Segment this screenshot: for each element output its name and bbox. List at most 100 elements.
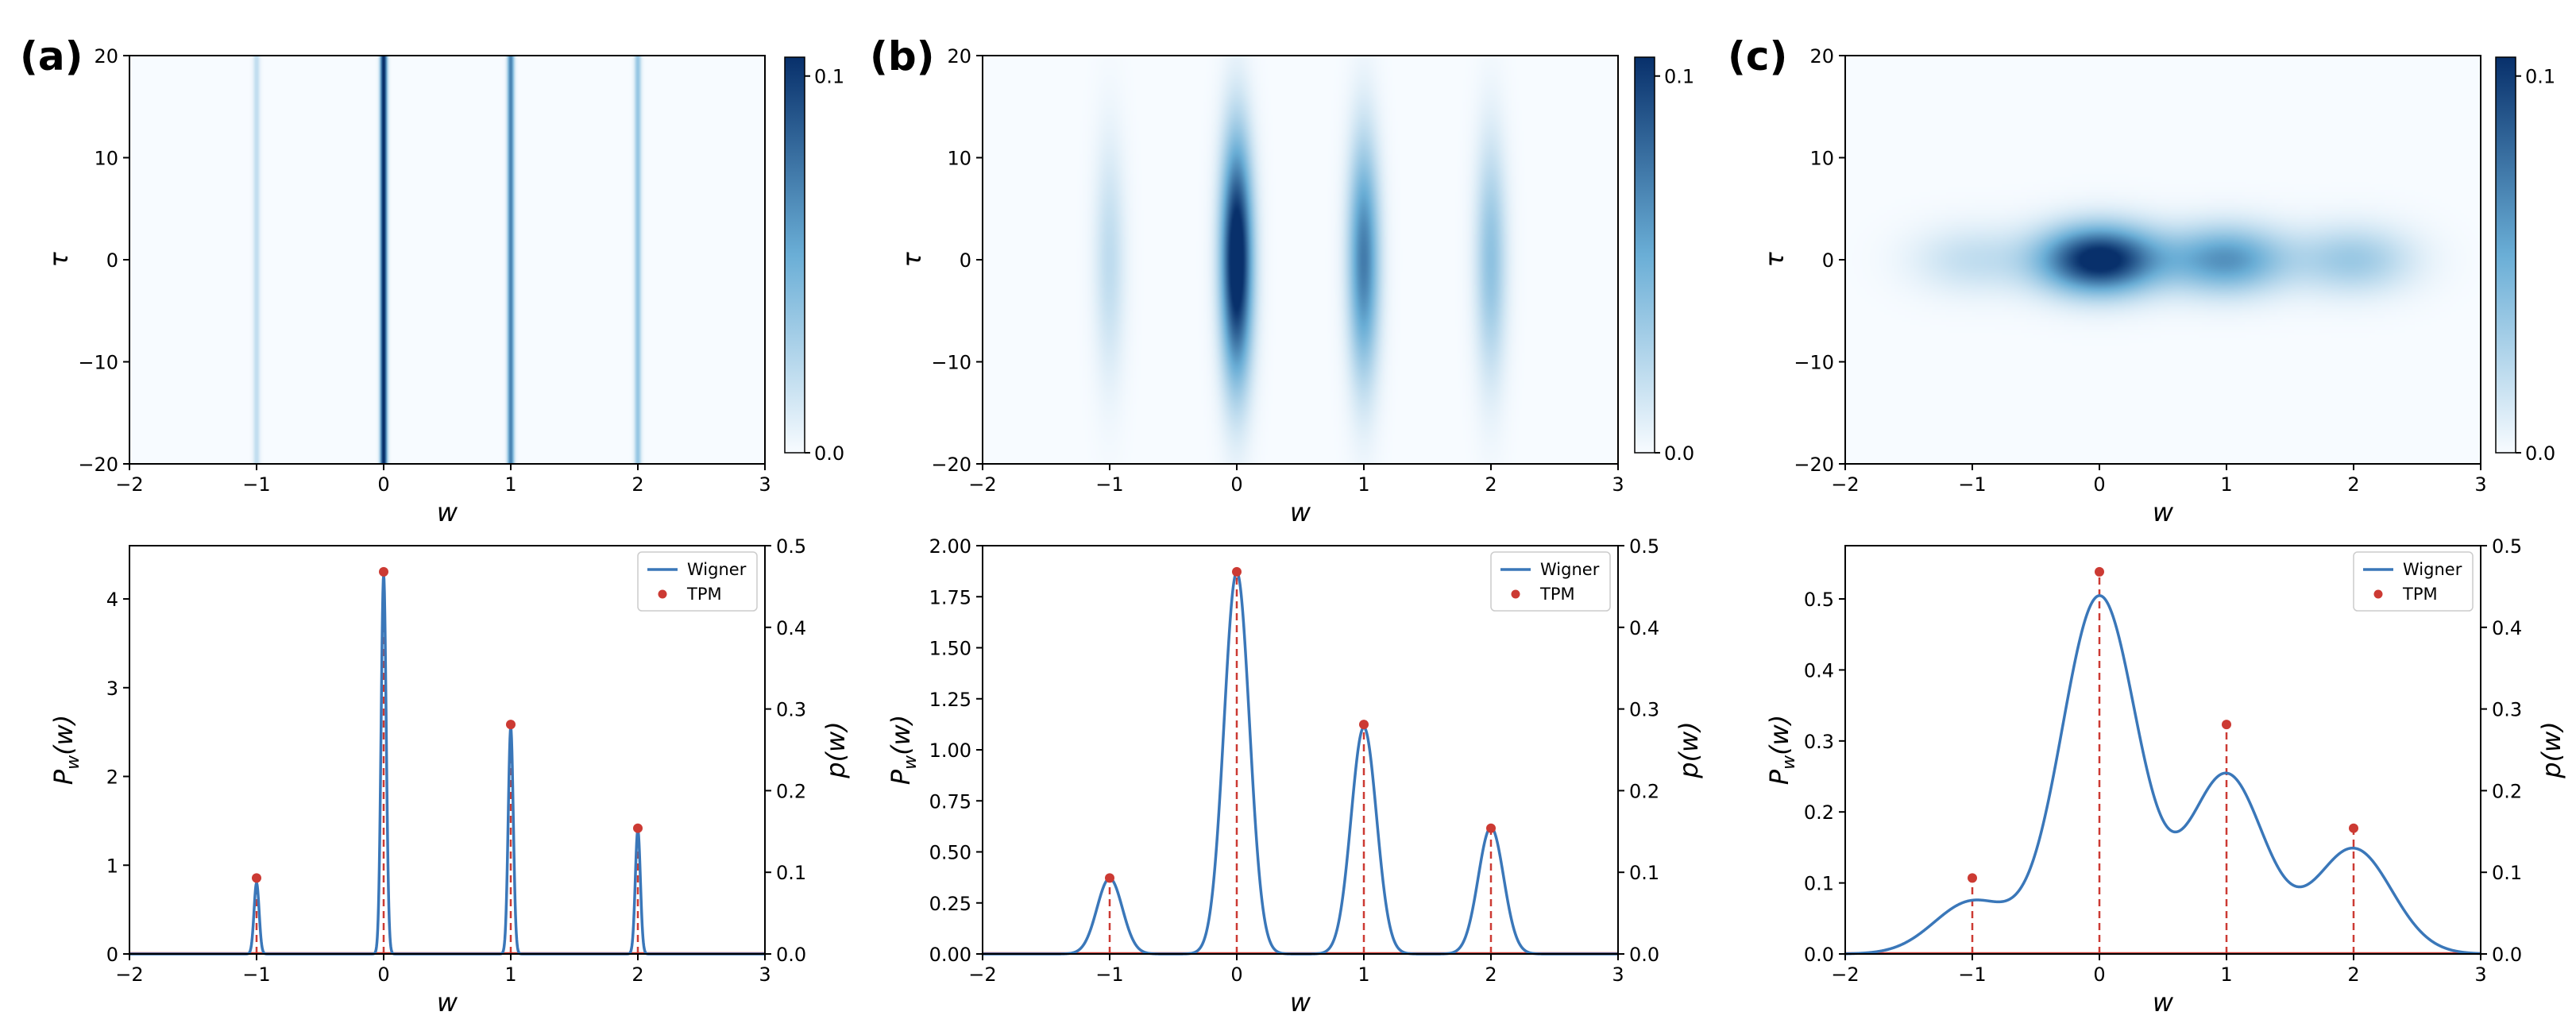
tpm-point [252,873,261,883]
y-tick-label: 0 [1822,249,1834,272]
colorbar-tick-label: 0.1 [814,66,844,88]
y2-tick-label: 0.2 [2492,780,2522,802]
y-tick-label: 0.4 [1804,659,1834,682]
x-tick-label: −1 [1095,473,1123,496]
colorbar [2495,56,2516,454]
y-axis-label-arg: (w) [48,715,79,755]
y-tick-label: 0.50 [929,842,971,864]
colorbar-tick-label: 0.0 [2525,442,2555,465]
y2-tick-label: 0.3 [2492,699,2522,721]
tpm-point [1232,566,1242,577]
y-tick-label: 20 [94,45,118,68]
distribution-panel-c: 0.00.10.20.30.40.50.00.10.20.30.40.5Pw(w… [1764,535,2566,1017]
x-tick-label: 2 [631,473,643,496]
y-tick-label: 10 [947,148,971,170]
wigner-line [1844,594,2482,956]
x-tick-label: 2 [2347,963,2359,986]
legend-box [637,551,758,612]
y-axis-label: τ [44,252,74,268]
x-tick-label: −1 [242,473,270,496]
y2-axis-label: p(w) [1674,721,1704,778]
legend-wigner-label: Wigner [2403,560,2462,579]
x-axis-label: w [437,987,458,1017]
heatmap-image [129,56,765,464]
x-tick-label: −2 [968,963,996,986]
y-tick-label: −20 [78,454,118,476]
x-tick-label: 0 [377,963,389,986]
x-tick-label: −1 [1958,963,1986,986]
wigner-line [128,573,767,956]
y-tick-label: −10 [931,352,971,374]
y2-tick-label: 0.5 [776,535,806,558]
tpm-point [2349,823,2358,833]
x-tick-label: −1 [1095,963,1123,986]
legend-wigner-label: Wigner [687,560,747,579]
y-tick-label: 0.2 [1804,801,1834,824]
tpm-point [379,566,388,577]
y-tick-label: 1.00 [929,739,971,762]
colorbar-tick-label: 0.1 [1664,66,1694,88]
wigner-line [981,570,1620,956]
x-tick-label: 0 [1230,963,1242,986]
y-axis-label-main: P [1764,769,1794,785]
legend-tpm-label: TPM [2402,585,2438,604]
y-tick-label: −10 [78,352,118,374]
x-tick-label: 1 [1358,963,1369,986]
x-tick-label: 0 [2093,963,2105,986]
y-tick-label: 2 [106,766,118,789]
plot-frame [1844,545,2481,955]
y2-tick-label: 0.1 [1629,862,1659,884]
panel-label-a: (a) [20,33,83,79]
colorbar-tick-label: 0.0 [1664,442,1694,465]
tpm-point [1359,720,1369,730]
y2-tick-label: 0.2 [776,780,806,802]
y-axis-label-main: P [886,769,916,785]
y2-tick-label: 0.5 [2492,535,2522,558]
y-tick-label: 0.0 [1804,944,1834,966]
legend-tpm-label: TPM [686,585,722,604]
y-tick-label: 0 [106,944,118,966]
tpm-point [2222,720,2231,730]
legend-tpm-swatch [2373,589,2383,599]
y2-tick-label: 0.1 [2492,862,2522,884]
x-tick-label: 3 [1612,473,1624,496]
x-tick-label: 3 [2474,473,2486,496]
x-tick-label: 0 [377,473,389,496]
y2-tick-label: 0.4 [1629,617,1659,639]
y-tick-label: 0.1 [1804,873,1834,895]
plot-frame [129,545,766,955]
tpm-point [1486,823,1496,833]
y-tick-label: −20 [1794,454,1834,476]
x-tick-label: 1 [504,473,516,496]
x-tick-label: −2 [1831,963,1859,986]
x-tick-label: 2 [2347,473,2359,496]
colorbar-tick-label: 0.0 [814,442,844,465]
y-tick-label: 20 [1809,45,1834,68]
y-tick-label: 0.25 [929,893,971,915]
x-axis-label: w [2153,497,2174,527]
y-tick-label: 0.75 [929,790,971,813]
y2-tick-label: 0.3 [1629,699,1659,721]
x-tick-label: 3 [759,473,770,496]
y-tick-label: 10 [94,148,118,170]
x-tick-label: −1 [242,963,270,986]
tpm-point [2095,566,2104,577]
x-tick-label: 1 [504,963,516,986]
x-axis-label: w [437,497,458,527]
y-axis-label-arg: (w) [886,715,916,755]
x-tick-label: 2 [1485,473,1497,496]
tpm-point [633,823,643,833]
legend-box [2353,551,2474,612]
heatmap-image [1845,56,2481,464]
legend-box [1490,551,1611,612]
y2-tick-label: 0.4 [2492,617,2522,639]
x-tick-label: −1 [1958,473,1986,496]
y2-tick-label: 0.4 [776,617,806,639]
y-tick-label: 0.3 [1804,731,1834,753]
y-tick-label: 4 [106,589,118,611]
legend-tpm-swatch [658,589,667,599]
x-tick-label: −2 [968,473,996,496]
x-tick-label: 1 [2220,473,2232,496]
